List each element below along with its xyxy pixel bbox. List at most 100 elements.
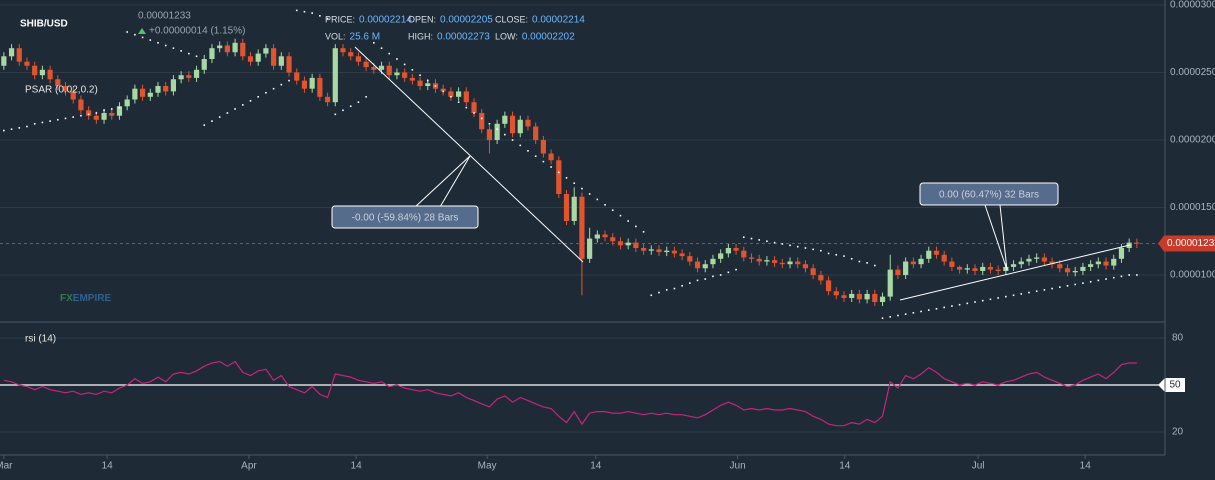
psar-dot — [504, 133, 506, 136]
candle-body — [24, 61, 30, 66]
candle-body — [425, 83, 431, 87]
psar-dot — [704, 278, 707, 280]
candle-body — [656, 249, 662, 253]
info-value: 0.00002205 — [440, 15, 493, 26]
candle-body — [1103, 261, 1109, 266]
candle-body — [62, 86, 69, 92]
candle-body — [640, 248, 647, 251]
candle-body — [271, 48, 277, 66]
psar-dot — [10, 128, 13, 131]
candle-body — [1095, 261, 1101, 265]
psar-dot — [72, 116, 75, 118]
candle-body — [363, 61, 369, 68]
candle-body — [232, 42, 238, 53]
psar-dot — [635, 225, 637, 228]
psar-dot — [1112, 276, 1115, 279]
candle-body — [294, 72, 300, 81]
trend-line — [899, 244, 1131, 301]
candle-body — [957, 266, 963, 270]
candle-body — [802, 264, 809, 269]
psar-dot — [134, 33, 136, 36]
x-tick-label: 14 — [102, 461, 114, 472]
x-tick-label: Apr — [241, 461, 257, 472]
candle-body — [139, 88, 146, 97]
psar-dot — [80, 114, 82, 117]
psar-dot — [334, 113, 337, 116]
psar-dot — [804, 247, 807, 249]
psar-dot — [742, 236, 745, 239]
candle-body — [1118, 248, 1125, 259]
psar-dot — [1059, 286, 1061, 288]
candle-body — [471, 102, 477, 114]
candle-body — [1003, 266, 1009, 271]
candle-body — [610, 237, 616, 242]
psar-dot — [1120, 275, 1123, 278]
candle-body — [818, 275, 824, 281]
psar-dot — [958, 303, 961, 306]
candle-body — [533, 126, 539, 141]
psar-dot — [357, 101, 360, 104]
candle-body — [456, 91, 462, 97]
candle-body — [725, 248, 731, 254]
psar-dot — [480, 117, 483, 120]
psar-dot — [850, 258, 853, 260]
psar-dot — [966, 302, 969, 305]
watermark-empire: EMPIRE — [73, 293, 112, 304]
psar-dot — [234, 108, 236, 110]
psar-dot — [1082, 282, 1084, 284]
last-price: 0.00001233 — [138, 11, 191, 22]
candle-body — [402, 72, 408, 78]
psar-dot — [658, 291, 660, 294]
candle-body — [186, 75, 192, 78]
psar-dot — [619, 214, 622, 217]
psar-dot — [1051, 287, 1053, 290]
psar-dot — [272, 87, 275, 90]
candle-body — [587, 238, 593, 259]
candle-body — [895, 269, 901, 276]
candle-body — [101, 113, 107, 120]
candle-body — [540, 140, 546, 154]
psar-dot — [689, 282, 691, 284]
annotation-box — [331, 205, 479, 229]
psar-dot — [1136, 274, 1138, 276]
candle-body — [332, 48, 338, 103]
symbol-title: SHIB/USD — [20, 19, 68, 30]
psar-dot — [87, 113, 90, 116]
psar-dot — [241, 104, 244, 106]
psar-dot — [858, 260, 861, 263]
info-label: PRICE: — [325, 14, 355, 24]
psar-dot — [41, 121, 44, 124]
psar-dot — [396, 58, 398, 60]
rsi-tick-label: 20 — [1172, 427, 1184, 438]
candle-body — [1111, 258, 1117, 266]
psar-dot — [180, 50, 182, 52]
psar-dot — [141, 36, 144, 39]
psar-dot — [943, 306, 945, 309]
psar-dot — [696, 279, 699, 282]
candle-body — [779, 262, 785, 265]
info-label: LOW: — [495, 31, 518, 41]
candle-body — [317, 77, 323, 97]
candle-body — [486, 129, 493, 141]
candle-body — [602, 234, 608, 238]
candle-body — [702, 264, 708, 269]
psar-dot — [719, 274, 722, 276]
candle-body — [679, 253, 685, 257]
candle-body — [864, 293, 870, 300]
candle-body — [825, 280, 832, 292]
candle-body — [1057, 264, 1063, 269]
candle-body — [309, 77, 315, 89]
x-tick-label: Mar — [0, 461, 13, 472]
info-value: 0.00002214 — [532, 15, 585, 26]
psar-dot — [426, 79, 429, 82]
candle-body — [694, 261, 701, 269]
candle-body — [563, 194, 570, 222]
psar-dot — [257, 96, 260, 98]
psar-dot — [311, 12, 313, 14]
candle-body — [980, 266, 986, 271]
candle-body — [278, 56, 284, 66]
psar-dot — [981, 299, 984, 302]
candle-body — [1034, 257, 1040, 259]
candle-body — [648, 249, 654, 251]
change: +0.00000014 (1.15%) — [149, 26, 245, 37]
